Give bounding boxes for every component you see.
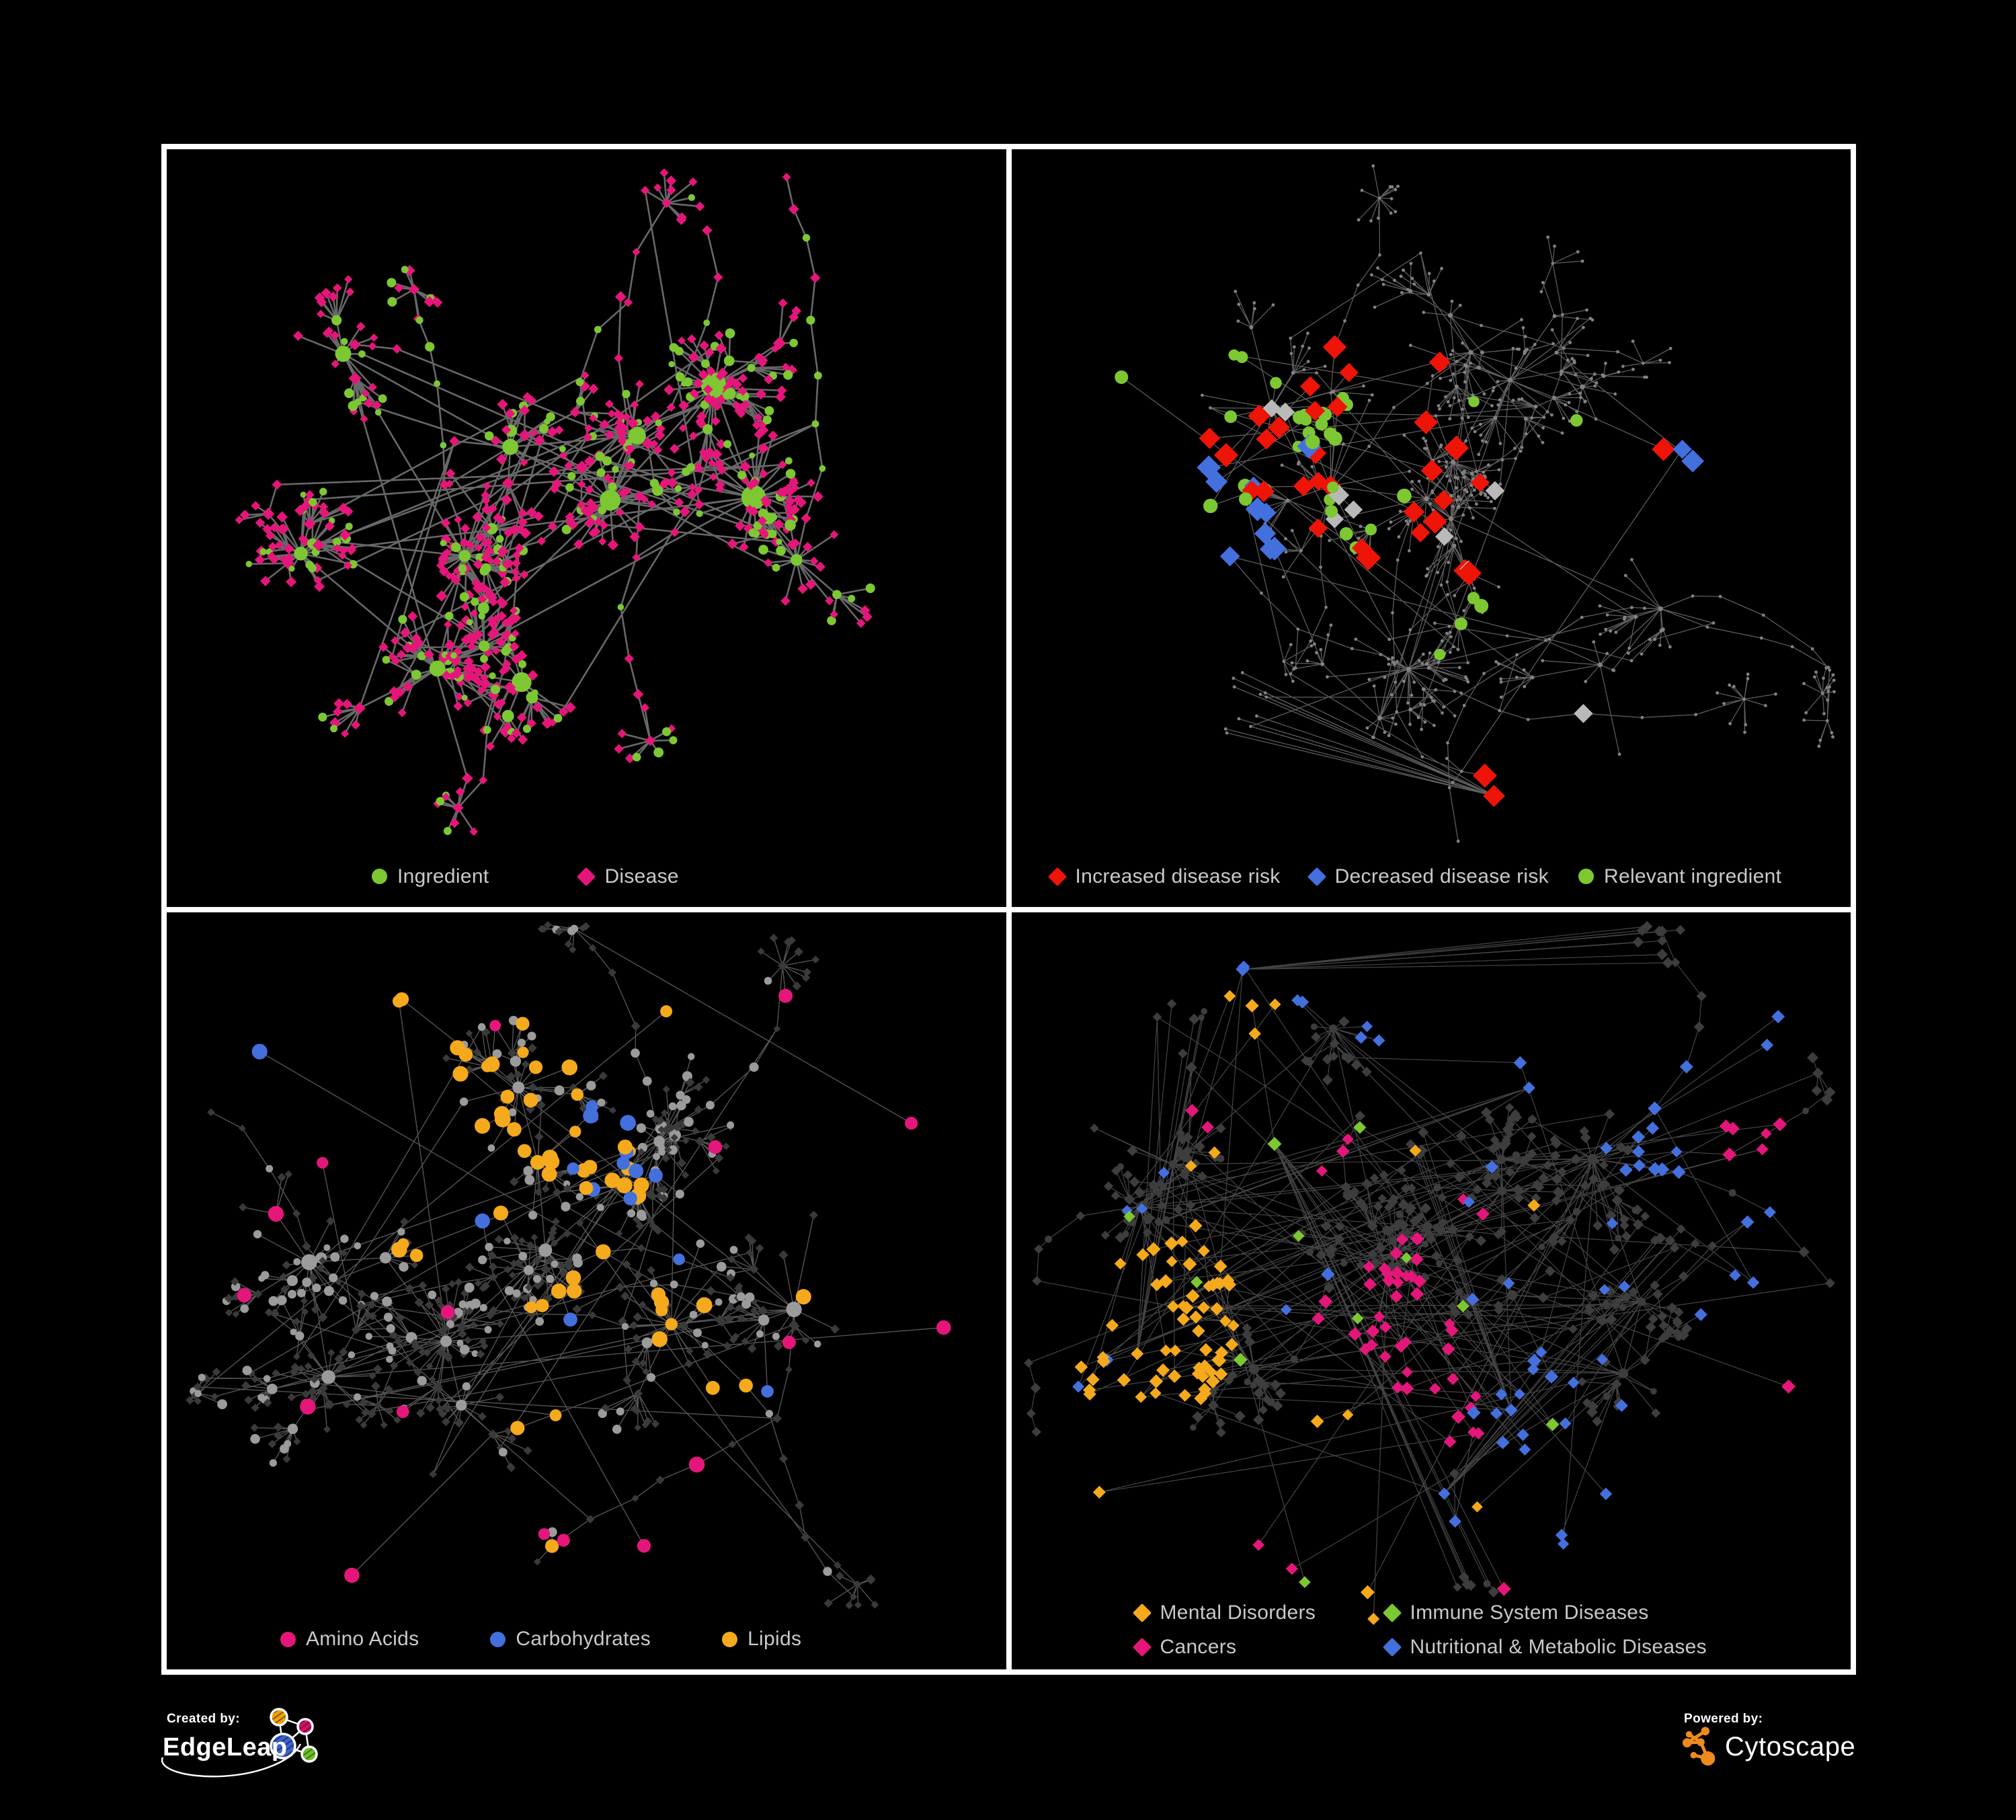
lipids-circle-swatch — [722, 1631, 738, 1647]
panel-compound-classes: Amino Acids Carbohydrates Lipids — [167, 912, 1006, 1669]
panel-disease-classes: Mental Disorders Immune System Diseases … — [1011, 912, 1851, 1669]
legend-item: Amino Acids — [280, 1628, 419, 1651]
network-compound-classes — [186, 920, 951, 1609]
legend-item: Mental Disorders — [1132, 1601, 1385, 1624]
legend-label: Immune System Diseases — [1410, 1601, 1649, 1624]
legend-item: Ingredient — [372, 865, 489, 888]
network-disease-risk — [1114, 164, 1836, 843]
edgeleap-node-blue — [270, 1733, 296, 1759]
decreased-risk-diamond-swatch — [1307, 867, 1326, 886]
legend-label: Relevant ingredient — [1604, 865, 1782, 887]
legend-label: Amino Acids — [306, 1628, 419, 1650]
legend-label: Mental Disorders — [1160, 1601, 1316, 1624]
ingredient-circle-swatch — [372, 869, 387, 884]
legend-item: Lipids — [722, 1628, 801, 1651]
network-disease-classes — [1023, 920, 1836, 1625]
legend-item: Increased disease risk — [1047, 865, 1281, 888]
carbohydrates-circle-swatch — [490, 1631, 506, 1647]
legend-item: Nutritional & Metabolic Diseases — [1382, 1636, 1707, 1659]
legend-label: Cancers — [1160, 1636, 1237, 1658]
disease-diamond-swatch — [577, 867, 596, 886]
edgeleap-logo: EdgeLeap — [161, 1708, 318, 1778]
edgeleap-credit: Created by: — [159, 1706, 414, 1801]
edgeleap-node-pink — [296, 1718, 314, 1735]
panel-grid: Ingredient Disease Increased disease ris… — [161, 144, 1856, 1675]
immune-diseases-diamond-swatch — [1382, 1603, 1402, 1623]
cytoscape-wordmark: Cytoscape — [1725, 1731, 1856, 1762]
legend-item: Immune System Diseases — [1382, 1601, 1707, 1624]
legend-label: Disease — [604, 865, 679, 887]
legend-label: Increased disease risk — [1075, 865, 1281, 887]
legend-disease-risk: Increased disease risk Decreased disease… — [1047, 865, 1782, 888]
legend-label: Ingredient — [397, 865, 489, 887]
cytoscape-icon — [1682, 1727, 1716, 1766]
panel-ingredient-disease: Ingredient Disease — [167, 149, 1006, 907]
legend-item: Cancers — [1132, 1636, 1385, 1659]
cytoscape-credit: Powered by: Cytoscape — [1682, 1706, 1964, 1801]
panel-disease-risk: Increased disease risk Decreased disease… — [1011, 149, 1851, 907]
cancers-diamond-swatch — [1132, 1637, 1152, 1657]
increased-risk-diamond-swatch — [1047, 867, 1067, 886]
legend-label: Carbohydrates — [516, 1628, 651, 1650]
edgeleap-node-orange — [270, 1708, 288, 1727]
powered-by-label: Powered by: — [1684, 1712, 1763, 1726]
legend-item: Carbohydrates — [490, 1628, 651, 1651]
edgeleap-node-green — [300, 1745, 318, 1763]
mental-disorders-diamond-swatch — [1132, 1603, 1152, 1623]
relevant-ingredient-circle-swatch — [1578, 869, 1594, 884]
legend-label: Lipids — [748, 1628, 802, 1650]
legend-label: Nutritional & Metabolic Diseases — [1410, 1636, 1707, 1658]
nutritional-metabolic-diamond-swatch — [1382, 1637, 1402, 1657]
legend-item: Disease — [577, 865, 679, 888]
created-by-label: Created by: — [167, 1712, 240, 1726]
legend-disease-classes: Mental Disorders Immune System Diseases … — [1132, 1601, 1707, 1659]
amino-acids-circle-swatch — [280, 1631, 296, 1647]
legend-item: Relevant ingredient — [1578, 865, 1781, 888]
legend-compound-classes: Amino Acids Carbohydrates Lipids — [280, 1628, 801, 1651]
edgeleap-wordmark: EdgeLeap — [163, 1733, 288, 1762]
network-ingredient-disease — [235, 168, 875, 836]
legend-label: Decreased disease risk — [1334, 865, 1549, 887]
legend-ingredient-disease: Ingredient Disease — [372, 865, 679, 888]
legend-item: Decreased disease risk — [1307, 865, 1549, 888]
